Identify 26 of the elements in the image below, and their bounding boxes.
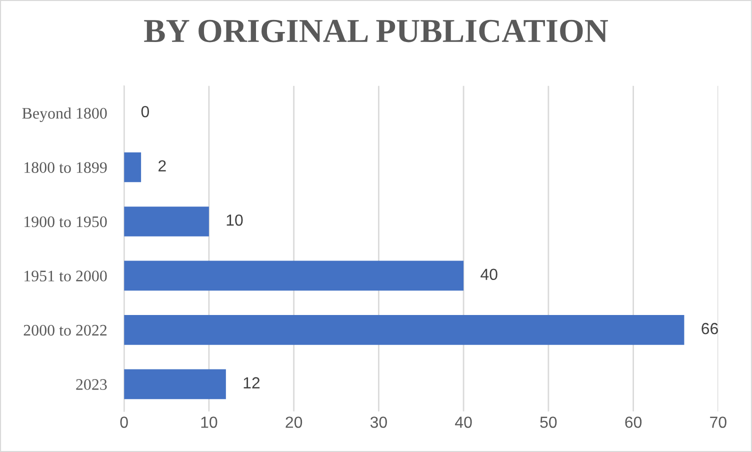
y-tick-label: 1900 to 1950 <box>24 216 107 228</box>
x-tick-label: 50 <box>540 416 557 428</box>
y-tick-label: 2000 to 2022 <box>24 324 107 336</box>
bar <box>124 152 142 182</box>
data-label: 12 <box>244 377 260 388</box>
bar <box>124 369 226 400</box>
data-label: 40 <box>480 268 498 280</box>
data-label: 2 <box>158 160 166 172</box>
data-label: 66 <box>702 322 718 334</box>
x-tick-label: 60 <box>625 416 642 428</box>
x-tick-label: 30 <box>370 416 387 428</box>
x-tick-label: 70 <box>710 416 726 428</box>
bar <box>124 260 464 291</box>
chart-title: BY ORIGINAL PUBLICATION <box>144 20 608 42</box>
y-tick-label: 1951 to 2000 <box>24 270 107 282</box>
x-tick-label: 20 <box>286 416 302 428</box>
y-tick-label: 1800 to 1899 <box>24 162 107 173</box>
bar <box>124 206 209 236</box>
bar <box>124 315 684 345</box>
y-tick-label: 2023 <box>76 379 107 390</box>
y-tick-label: Beyond 1800 <box>22 107 107 122</box>
x-tick-label: 10 <box>201 416 218 428</box>
data-label: 10 <box>226 214 243 226</box>
data-label: 0 <box>141 106 150 118</box>
x-tick-label: 0 <box>120 416 128 428</box>
x-tick-label: 40 <box>455 416 472 428</box>
